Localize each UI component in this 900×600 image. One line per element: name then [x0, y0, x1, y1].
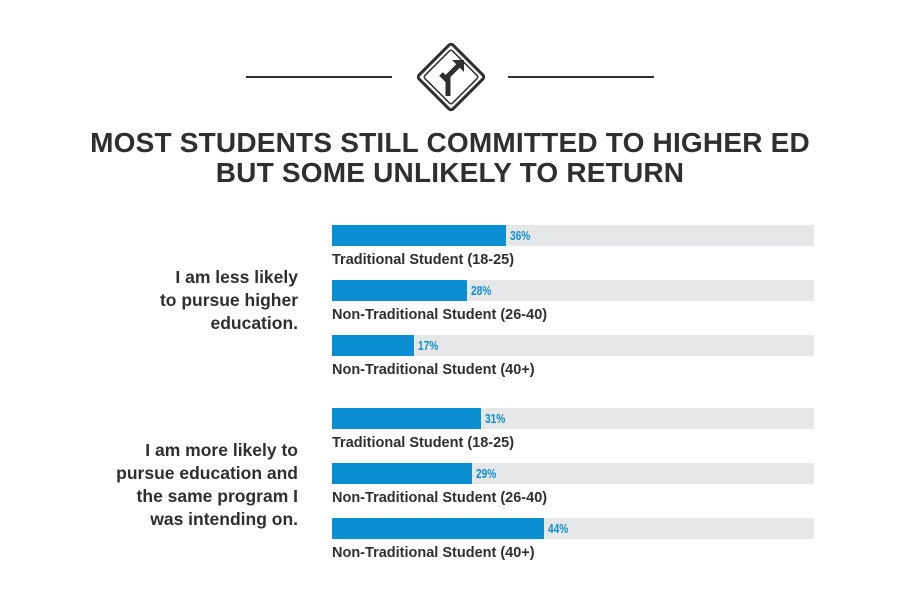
- bar-row: 31% Traditional Student (18-25): [332, 408, 814, 462]
- bar-category-label: Traditional Student (18-25): [332, 252, 515, 268]
- bar-category-label: Non-Traditional Student (40+): [332, 545, 535, 561]
- bar: [332, 518, 545, 539]
- bar-value-label: 44%: [548, 521, 569, 536]
- group-label-more-likely: I am more likely to pursue education and…: [116, 439, 298, 531]
- bar-category-label: Non-Traditional Student (40+): [332, 362, 535, 378]
- bar-category-label: Non-Traditional Student (26-40): [332, 490, 548, 506]
- group-label-less-likely: I am less likely to pursue higher educat…: [160, 266, 298, 335]
- group-label-line: to pursue higher: [159, 290, 298, 310]
- bar-row: 29% Non-Traditional Student (26-40): [332, 463, 814, 517]
- bar-value-label: 31%: [485, 411, 506, 426]
- bar-row: 17% Non-Traditional Student (40+): [332, 335, 814, 389]
- chart-title-line-1: MOST STUDENTS STILL COMMITTED TO HIGHER …: [90, 127, 810, 158]
- header-rule-left: [246, 76, 392, 78]
- group-label-line: I am more likely to: [145, 440, 298, 460]
- group-label-line: education.: [210, 313, 298, 333]
- bar-category-label: Non-Traditional Student (26-40): [332, 307, 548, 323]
- bar: [332, 225, 506, 246]
- group-label-line: pursue education and: [116, 463, 298, 483]
- bar-category-label: Traditional Student (18-25): [332, 435, 515, 451]
- group-label-line: the same program I: [136, 486, 298, 506]
- bar: [332, 463, 472, 484]
- bar-row: 28% Non-Traditional Student (26-40): [332, 280, 814, 334]
- bar-value-label: 28%: [470, 283, 492, 298]
- bar: [332, 280, 467, 301]
- bar-track: [332, 335, 814, 356]
- bar: [332, 335, 414, 356]
- bar-value-label: 29%: [475, 466, 497, 481]
- bar-row: 36% Traditional Student (18-25): [332, 225, 814, 279]
- group-label-line: I am less likely: [175, 267, 298, 287]
- chart-title: MOST STUDENTS STILL COMMITTED TO HIGHER …: [0, 128, 900, 188]
- header-rule-right: [508, 76, 654, 78]
- chart-title-line-2: BUT SOME UNLIKELY TO RETURN: [215, 157, 685, 188]
- bar-value-label: 17%: [417, 338, 439, 353]
- bar-row: 44% Non-Traditional Student (40+): [332, 518, 814, 572]
- road-fork-sign-icon: [416, 42, 486, 112]
- bar-value-label: 36%: [509, 228, 530, 243]
- group-label-line: was intending on.: [150, 509, 298, 529]
- bar: [332, 408, 482, 429]
